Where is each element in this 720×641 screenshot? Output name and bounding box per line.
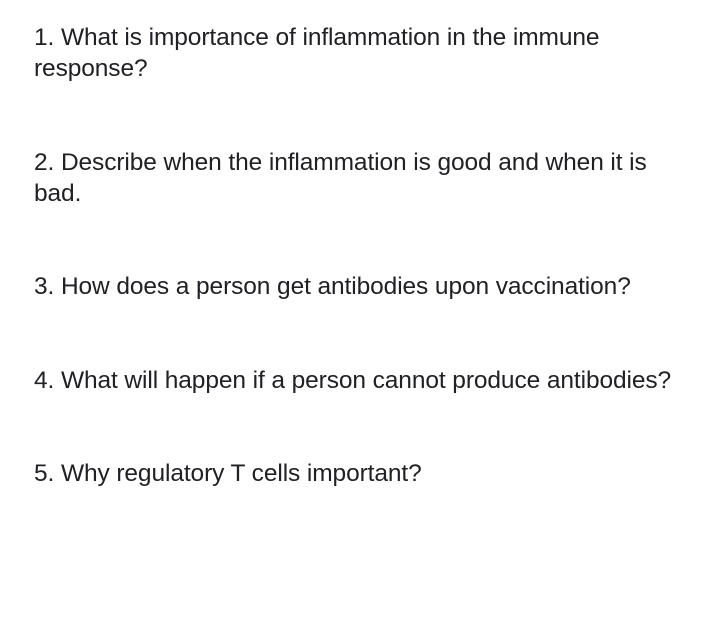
question-text: 4. What will happen if a person cannot p… xyxy=(34,367,671,394)
question-text: 2. Describe when the inflammation is goo… xyxy=(34,149,647,207)
question-text: 3. How does a person get antibodies upon… xyxy=(34,273,631,300)
question-item: 5. Why regulatory T cells important? xyxy=(34,458,690,489)
question-item: 4. What will happen if a person cannot p… xyxy=(34,365,690,396)
question-text: 5. Why regulatory T cells important? xyxy=(34,460,422,487)
question-item: 1. What is importance of inflammation in… xyxy=(34,22,690,85)
question-item: 3. How does a person get antibodies upon… xyxy=(34,271,690,302)
question-text: 1. What is importance of inflammation in… xyxy=(34,24,599,82)
question-item: 2. Describe when the inflammation is goo… xyxy=(34,147,690,210)
